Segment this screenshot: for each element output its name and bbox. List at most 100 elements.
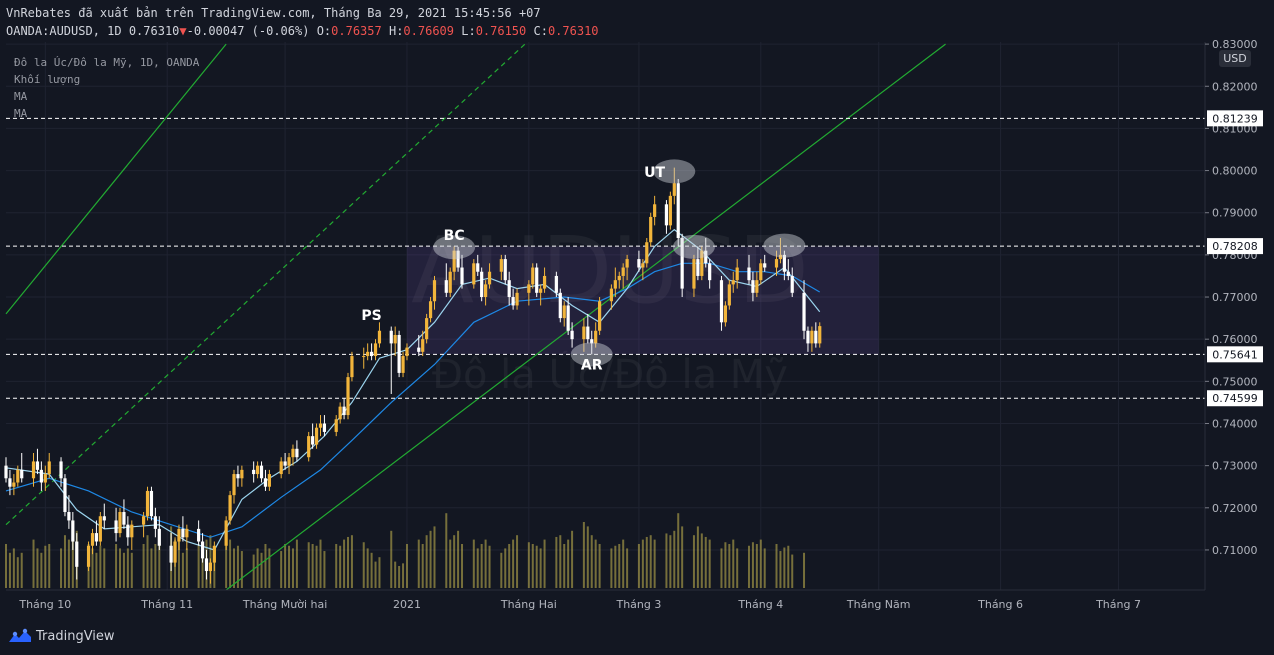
horizontal-levels: [6, 117, 1205, 399]
candle-body: [582, 326, 586, 340]
candle: [653, 195, 657, 226]
candle-body: [67, 512, 71, 521]
candle: [503, 254, 507, 285]
candle-body: [342, 406, 346, 416]
candle-body: [637, 259, 641, 268]
legend-series[interactable]: Đô la Úc/Đô la Mỹ, 1D, OANDA: [14, 56, 200, 69]
candle: [318, 415, 323, 437]
legend-ma-2[interactable]: MA: [14, 107, 28, 120]
volume-bar: [732, 539, 735, 588]
candle-body: [476, 263, 480, 272]
candle-body: [4, 465, 8, 479]
candle-body: [609, 288, 613, 302]
candle-body: [8, 478, 12, 487]
price-axis[interactable]: 0.830000.820000.810000.800000.790000.780…: [1204, 38, 1274, 590]
candle: [236, 465, 240, 487]
volume-bar: [724, 542, 727, 588]
candle-body: [507, 280, 511, 298]
candle: [806, 326, 810, 352]
candle: [212, 541, 216, 572]
volume-bar: [543, 539, 546, 588]
volume-bar: [252, 554, 255, 588]
candle: [448, 267, 452, 298]
candle: [145, 486, 150, 521]
candle-body: [94, 533, 99, 542]
price-tick-label: 0.76000: [1212, 333, 1258, 346]
time-tick-label: Tháng 6: [977, 598, 1023, 611]
annotation-label: UT: [644, 165, 665, 181]
candle-body: [723, 305, 727, 323]
candle-body: [377, 330, 382, 344]
candle-body: [719, 280, 724, 323]
volume-bar: [16, 557, 19, 588]
tradingview-logo-icon: [9, 628, 31, 642]
volume-bar: [747, 545, 750, 588]
candle: [621, 263, 625, 289]
candle-body: [212, 545, 216, 563]
high-label: H:: [388, 24, 404, 38]
candle-body: [393, 334, 397, 344]
candle: [173, 537, 177, 567]
candle: [12, 474, 16, 496]
candle: [47, 453, 51, 479]
candle-body: [598, 301, 602, 331]
volume-bar: [158, 539, 161, 588]
candle: [177, 524, 181, 550]
candle-body: [731, 280, 735, 285]
candle: [425, 313, 429, 344]
candle-body: [279, 461, 283, 475]
tradingview-brand[interactable]: TradingView: [8, 628, 115, 644]
candle-body: [480, 271, 484, 298]
time-axis[interactable]: Tháng 10 Tháng 11 Tháng Mười hai 2021 Tháng …: [6, 589, 1205, 611]
time-tick-label: Tháng 4: [737, 598, 783, 611]
candle-body: [255, 465, 260, 475]
volume-bar: [307, 542, 310, 588]
candle: [8, 469, 12, 496]
candle: [487, 263, 492, 289]
candle: [704, 238, 708, 268]
candle-body: [425, 318, 429, 340]
volume-bar: [343, 539, 346, 588]
candle: [141, 512, 146, 538]
candle: [350, 351, 354, 382]
volume-bar: [692, 535, 695, 588]
price-tick-label: 0.77000: [1212, 291, 1258, 304]
volume-bar: [60, 548, 63, 588]
candle-body: [373, 343, 378, 357]
candle: [157, 516, 161, 550]
candle: [75, 533, 79, 580]
candle: [43, 465, 47, 491]
candle-body: [704, 250, 708, 264]
candle-body: [287, 457, 291, 466]
volume-bar: [20, 552, 23, 588]
candle: [346, 372, 350, 420]
annotation-label: BC: [444, 228, 465, 244]
volume-bar: [594, 539, 597, 588]
level-price-label: 0.75641: [1212, 348, 1258, 361]
candle-body: [672, 183, 676, 196]
candle: [63, 474, 67, 517]
candle: [527, 280, 531, 306]
candle: [456, 246, 460, 272]
candle: [668, 191, 672, 230]
volume-bar: [803, 552, 806, 588]
candle: [169, 533, 173, 572]
candle: [786, 259, 790, 281]
candle-body: [350, 356, 354, 378]
volume-bar: [484, 539, 487, 588]
candle-body: [263, 478, 268, 487]
candle-body: [20, 469, 24, 479]
candle-body: [484, 284, 488, 298]
volume-bar: [559, 535, 562, 588]
volume-bar: [378, 557, 381, 588]
candle: [759, 259, 763, 285]
down-arrow-icon: ▼: [179, 24, 187, 38]
volume-bar: [751, 542, 754, 588]
candle-body: [755, 280, 759, 293]
candle: [507, 271, 511, 306]
volume-bar: [142, 544, 145, 588]
legend-ma-1[interactable]: MA: [14, 90, 28, 103]
legend-volume[interactable]: Khối lượng: [14, 73, 81, 86]
volume-bar: [71, 526, 74, 588]
